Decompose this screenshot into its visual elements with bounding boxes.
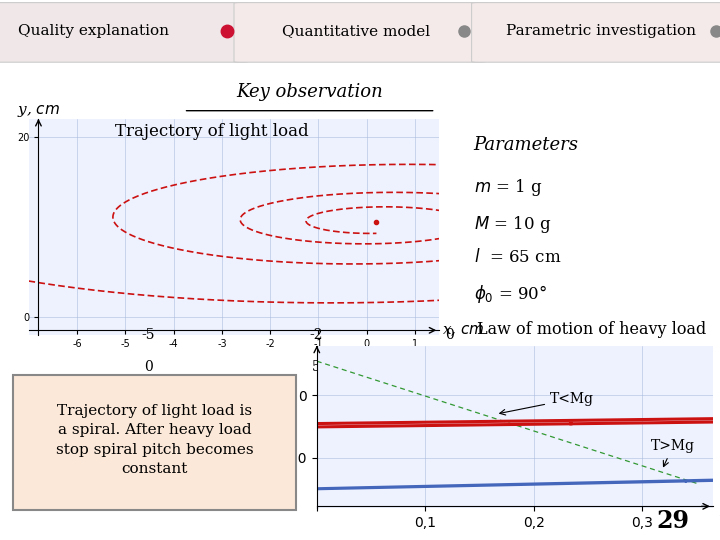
Text: Trajectory of light load is
a spiral. After heavy load
stop spiral pitch becomes: Trajectory of light load is a spiral. Af… — [56, 404, 253, 476]
FancyBboxPatch shape — [13, 375, 297, 510]
Text: $M$ = 10 g: $M$ = 10 g — [474, 214, 552, 235]
Text: $l$  = 65 cm: $l$ = 65 cm — [474, 248, 562, 266]
FancyBboxPatch shape — [472, 3, 720, 62]
Text: Parametric investigation: Parametric investigation — [506, 24, 696, 38]
Text: 0: 0 — [445, 328, 454, 342]
Text: -5: -5 — [142, 328, 156, 342]
Text: y, $cm$: y, $cm$ — [17, 103, 60, 119]
Text: 5: 5 — [312, 360, 320, 374]
Text: $m$ = 1 g: $m$ = 1 g — [474, 177, 542, 198]
Text: 29: 29 — [657, 509, 690, 533]
Text: $\phi_0$ = 90$\degree$: $\phi_0$ = 90$\degree$ — [474, 283, 547, 305]
Text: t, $se$: t, $se$ — [719, 511, 720, 528]
Text: -2: -2 — [310, 328, 323, 342]
Text: T<Mg: T<Mg — [500, 392, 594, 415]
Text: T>Mg: T>Mg — [651, 439, 695, 467]
Text: Key observation: Key observation — [236, 83, 383, 101]
Text: Quality explanation: Quality explanation — [18, 24, 169, 38]
Text: 0: 0 — [144, 360, 153, 374]
FancyBboxPatch shape — [0, 3, 248, 62]
Text: Quantitative model: Quantitative model — [282, 24, 431, 38]
Text: Law of motion of heavy load: Law of motion of heavy load — [477, 321, 706, 338]
Text: Trajectory of light load: Trajectory of light load — [115, 123, 309, 140]
Text: x, $cm$: x, $cm$ — [441, 323, 484, 338]
Text: y, $cm$: y, $cm$ — [484, 360, 528, 376]
Text: Parameters: Parameters — [474, 136, 579, 154]
FancyBboxPatch shape — [234, 3, 486, 62]
